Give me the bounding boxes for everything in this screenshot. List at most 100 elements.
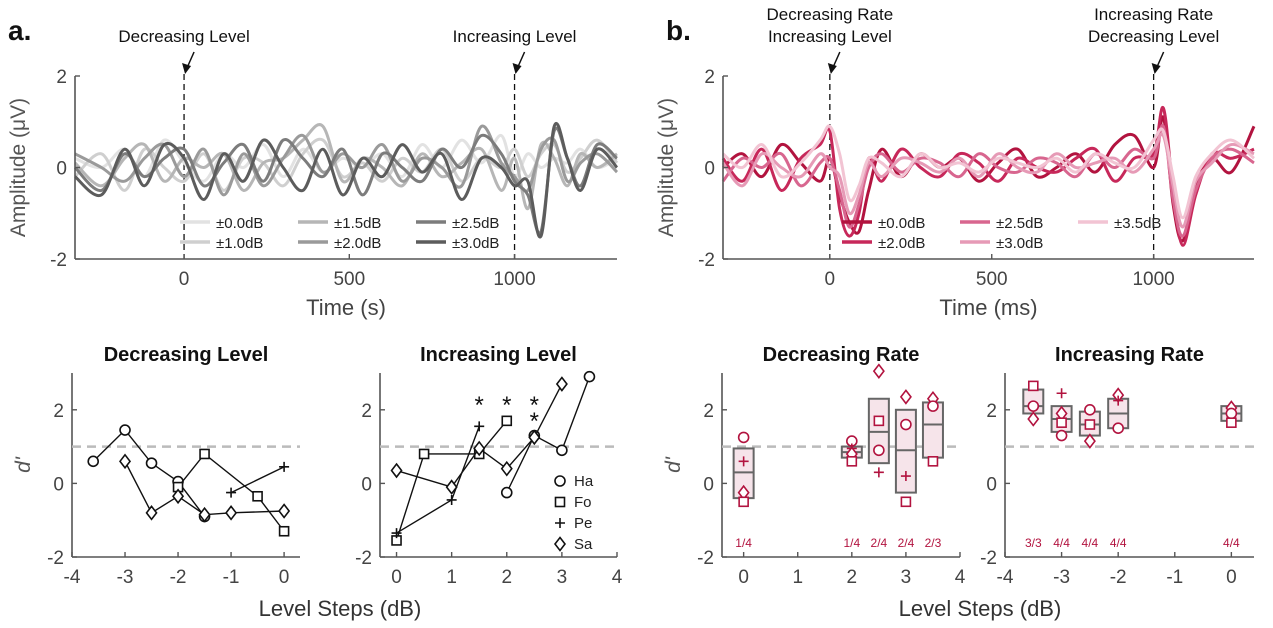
legend-label: ±1.5dB (334, 215, 381, 232)
chart-b-decreasing-rate: 2 0 -2 0 1 2 3 4 d' Decreasing Rate 1/4 1/4 2/4 2/4 2/… (662, 344, 966, 588)
y-tick-label: -2 (47, 548, 64, 569)
legend-label: ±3.0dB (452, 235, 499, 252)
box-point (1055, 429, 1068, 442)
y-tick-label: 0 (53, 474, 64, 495)
box-point (1027, 411, 1040, 427)
point-Ha (119, 424, 131, 436)
point-Pe (279, 461, 290, 472)
x-tick-label: -3 (1053, 567, 1070, 588)
x-tick-label: 4 (612, 567, 623, 588)
event-label: Increasing Rate (1094, 5, 1213, 24)
x-tick-label: -4 (997, 567, 1014, 588)
panel-label-b: b. (666, 15, 691, 46)
count-label: 2/4 (871, 536, 888, 550)
point-Ha (583, 370, 596, 383)
point-Sa (473, 440, 486, 457)
box-point (927, 456, 939, 467)
point-Fo (501, 415, 513, 427)
point-Ha (556, 444, 568, 457)
x-tick-label: 0 (738, 567, 749, 588)
significance-star: * (530, 408, 539, 435)
x-tick-label: 3 (557, 567, 568, 588)
box-point (872, 363, 885, 379)
significance-star: * (530, 392, 539, 419)
x-tick-label: -2 (170, 567, 187, 588)
series-line-Ha (506, 376, 591, 493)
point-Fo (418, 448, 430, 460)
point-Sa (555, 376, 568, 392)
count-label: 2/4 (898, 536, 915, 550)
point-Ha (145, 457, 158, 469)
waveform-±2.0dB (74, 124, 619, 197)
chart-b-top: Decreasing Rate Increasing Level Increasin… (655, 5, 1256, 320)
waveform-±3.5dB (722, 124, 1255, 220)
point-Pe (226, 487, 237, 498)
waveform-±1.5dB (73, 123, 618, 211)
series-line-Fo (177, 452, 285, 532)
point-Pe (446, 494, 457, 505)
legend-label: Pe (574, 515, 592, 532)
chart-title: Decreasing Rate (763, 344, 920, 366)
x-tick-label: 1 (446, 567, 457, 588)
series-line-Sa (396, 383, 563, 488)
point-Sa (500, 460, 513, 477)
box-point (900, 418, 912, 431)
y-tick-label: 2 (986, 401, 997, 422)
point-Sa (278, 503, 291, 519)
legend-label: ±3.0dB (996, 235, 1043, 252)
legend-label: ±2.5dB (996, 215, 1043, 232)
legend-label: ±3.5dB (1114, 215, 1161, 232)
event-label: Increasing Level (453, 27, 577, 46)
event-arrowhead (182, 63, 192, 74)
x-tick-label: 3 (901, 567, 912, 588)
box-point (900, 496, 912, 508)
legend-label: Ha (574, 473, 594, 490)
series-line-Sa (124, 460, 285, 516)
x-tick-label: 0 (279, 567, 290, 588)
legend-label: ±1.0dB (216, 235, 263, 252)
point-Ha (500, 486, 513, 499)
count-label: 4/4 (1223, 536, 1240, 550)
y-tick-label: 2 (704, 67, 715, 88)
count-label: 1/4 (843, 536, 860, 550)
x-tick-label: 500 (976, 269, 1008, 290)
count-label: 3/3 (1025, 536, 1042, 550)
y-tick-label: 2 (56, 67, 67, 88)
y-axis-label: Amplitude (μV) (655, 98, 678, 237)
event-arrowhead (1151, 63, 1161, 74)
y-tick-label: 0 (361, 474, 372, 495)
point-Fo (278, 525, 290, 537)
legend-label: ±0.0dB (878, 215, 925, 232)
legend-label: ±2.0dB (334, 235, 381, 252)
bottom-xlabel-a: Level Steps (dB) (259, 596, 422, 621)
x-tick-label: 0 (179, 269, 190, 290)
legend-marker-Pe (555, 518, 565, 528)
y-axis-label: d' (12, 456, 35, 473)
chart-a-top: Decreasing Level Increasing Level 2 0 -2 0 500… (7, 27, 619, 320)
event-label: Increasing Level (768, 27, 892, 46)
legend-marker-Sa (553, 536, 567, 552)
legend-label: Sa (574, 536, 593, 553)
box-point (873, 444, 885, 457)
legend-label: ±2.5dB (452, 215, 499, 232)
y-axis-label: d' (662, 456, 685, 473)
x-axis-label: Time (ms) (939, 295, 1037, 320)
point-Pe (391, 528, 402, 539)
event-label: Decreasing Level (1088, 27, 1219, 46)
y-tick-label: -2 (697, 548, 714, 569)
box-point (1113, 395, 1124, 406)
point-Sa (390, 462, 403, 479)
box-point (1056, 388, 1067, 399)
bottom-xlabel-b: Level Steps (dB) (899, 596, 1062, 621)
panel-label-a: a. (8, 15, 31, 46)
box-point (1225, 407, 1238, 420)
y-tick-label: -2 (698, 250, 715, 271)
box-point (738, 496, 749, 508)
y-tick-label: -2 (980, 548, 997, 569)
chart-title: Increasing Rate (1055, 344, 1204, 366)
point-Sa (119, 453, 132, 470)
box-point (738, 456, 749, 467)
count-label: 2/3 (925, 536, 942, 550)
box-point (1084, 403, 1096, 416)
